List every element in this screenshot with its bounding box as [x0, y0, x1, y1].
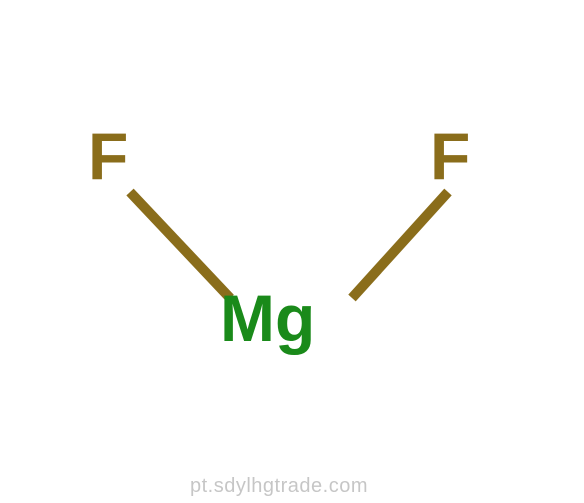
chemical-structure-canvas: F Mg F pt.sdylhgtrade.com	[0, 0, 584, 503]
atom-magnesium: Mg	[220, 280, 315, 356]
atom-label: Mg	[220, 281, 315, 355]
atom-label: F	[88, 119, 128, 193]
bond-mg-f2	[348, 189, 451, 302]
watermark-text: pt.sdylhgtrade.com	[190, 475, 368, 498]
bond-f1-mg	[126, 189, 233, 302]
atom-fluorine-left: F	[88, 118, 128, 194]
atom-label: F	[430, 119, 470, 193]
atom-fluorine-right: F	[430, 118, 470, 194]
